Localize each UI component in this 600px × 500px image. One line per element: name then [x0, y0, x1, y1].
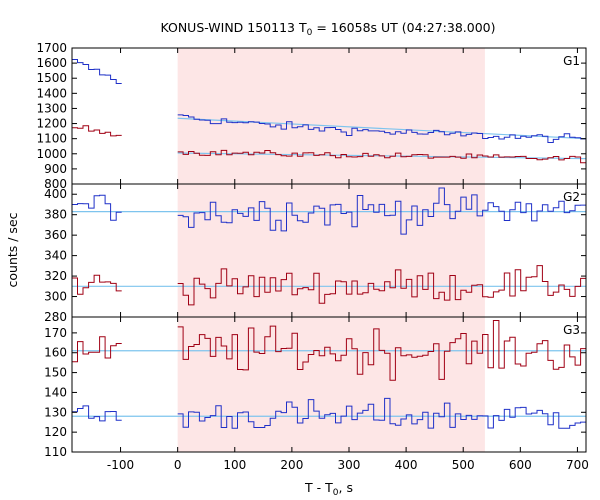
x-tick-label: 0 [174, 458, 182, 472]
y-tick-label: 1300 [36, 101, 67, 115]
y-tick-label: 1400 [36, 86, 67, 100]
y-tick-label: 120 [44, 425, 67, 439]
y-tick-label: 280 [44, 310, 67, 324]
series-curve-blue [72, 59, 122, 84]
y-tick-label: 130 [44, 405, 67, 419]
series-curve-red [72, 125, 122, 137]
y-tick-label: 380 [44, 208, 67, 222]
series-curve-blue [72, 194, 122, 221]
x-tick-label: 100 [223, 458, 246, 472]
x-tick-label: 700 [566, 458, 589, 472]
panel-label: G2 [563, 190, 580, 204]
series-curve-red [72, 274, 122, 295]
panel-g2: G2 280 300 320 340 360 380 400 [44, 183, 587, 324]
y-tick-label: 1000 [36, 147, 67, 161]
series-curve-red [72, 336, 122, 363]
shaded-interval [177, 48, 485, 184]
series-curve-blue [177, 187, 586, 235]
y-tick-label: 900 [44, 162, 67, 176]
y-tick-label: 1100 [36, 132, 67, 146]
shaded-interval [177, 317, 485, 452]
panel-g3: G3 110 120 130 140 150 160 170 -100 0 100 200 300 400… [44, 316, 589, 472]
y-tick-label: 320 [44, 269, 67, 283]
series-curve-blue [177, 114, 586, 143]
series-curve-red [177, 149, 586, 164]
y-tick-label: 340 [44, 249, 67, 263]
y-tick-label: 110 [44, 445, 67, 459]
x-tick-label: 400 [395, 458, 418, 472]
y-tick-label: 1600 [36, 56, 67, 70]
fit-line [177, 117, 587, 140]
y-tick-label: 1500 [36, 71, 67, 85]
y-tick-label: 170 [44, 326, 67, 340]
x-axis-label: T - T0, s [304, 480, 353, 498]
x-tick-label: 300 [338, 458, 361, 472]
panel-frame [71, 316, 587, 453]
y-tick-label: 150 [44, 366, 67, 380]
series-curve-blue [177, 397, 586, 429]
y-axis-label: counts / sec [5, 212, 20, 287]
series-curve-red [177, 320, 586, 381]
x-tick-label: -100 [107, 458, 134, 472]
y-tick-label: 360 [44, 228, 67, 242]
y-tick-label: 300 [44, 290, 67, 304]
series-curve-blue [72, 405, 122, 422]
x-tick-label: 200 [280, 458, 303, 472]
series-curve-red [177, 265, 586, 306]
panel-label: G3 [563, 323, 580, 337]
y-tick-label: 1200 [36, 117, 67, 131]
chart-title: KONUS-WIND 150113 T0 = 16058s UT (04:27:… [160, 20, 495, 38]
y-tick-label: 160 [44, 346, 67, 360]
x-tick-label: 600 [509, 458, 532, 472]
y-tick-label: 140 [44, 385, 67, 399]
x-tick-label: 500 [452, 458, 475, 472]
y-tick-label: 400 [44, 187, 67, 201]
y-tick-label: 800 [44, 177, 67, 191]
panel-label: G1 [563, 54, 580, 68]
y-tick-label: 1700 [36, 41, 67, 55]
